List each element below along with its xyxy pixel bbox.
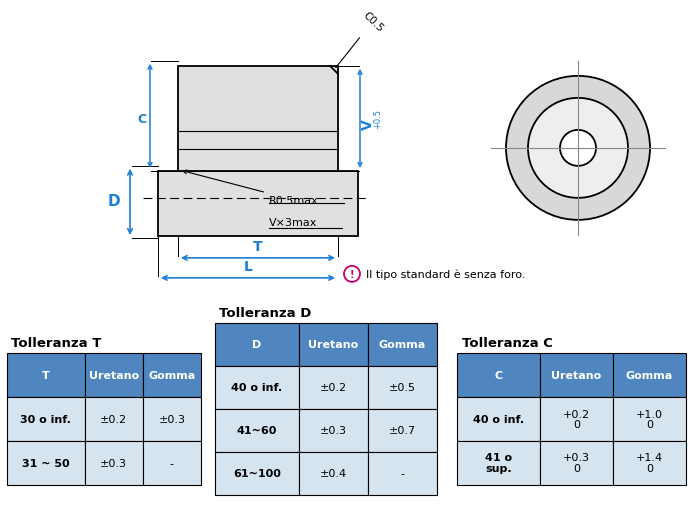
- Bar: [215, 366, 299, 409]
- Bar: [143, 397, 201, 441]
- Bar: [457, 441, 540, 485]
- Bar: [158, 172, 358, 236]
- Bar: [540, 397, 613, 441]
- Bar: [7, 441, 85, 485]
- Bar: [368, 409, 437, 452]
- Text: 41~60: 41~60: [237, 426, 277, 435]
- Text: -: -: [401, 469, 404, 478]
- Bar: [143, 441, 201, 485]
- Text: ±0.2: ±0.2: [100, 414, 128, 424]
- Bar: [7, 354, 85, 397]
- Bar: [613, 397, 686, 441]
- Text: Gomma: Gomma: [626, 370, 673, 380]
- Bar: [215, 452, 299, 495]
- Text: !: !: [350, 269, 354, 279]
- Text: ±0.3: ±0.3: [320, 426, 347, 435]
- Bar: [299, 409, 368, 452]
- Bar: [613, 354, 686, 397]
- Bar: [85, 397, 143, 441]
- Text: 31 ~ 50: 31 ~ 50: [22, 458, 69, 468]
- Text: ±0.3: ±0.3: [159, 414, 185, 424]
- Text: C: C: [495, 370, 502, 380]
- Text: Uretano: Uretano: [308, 340, 358, 349]
- Text: ±0.5: ±0.5: [389, 383, 416, 392]
- Circle shape: [506, 77, 650, 220]
- Text: Uretano: Uretano: [89, 370, 139, 380]
- Text: ±0.7: ±0.7: [389, 426, 416, 435]
- Text: D: D: [252, 340, 261, 349]
- Text: ±0.4: ±0.4: [320, 469, 347, 478]
- Bar: [85, 354, 143, 397]
- Bar: [299, 366, 368, 409]
- Bar: [299, 452, 368, 495]
- Bar: [215, 409, 299, 452]
- Text: +0.2
0: +0.2 0: [563, 409, 590, 430]
- Text: R0.5max: R0.5max: [183, 171, 319, 206]
- Text: V: V: [361, 119, 375, 129]
- Text: 61~100: 61~100: [233, 469, 281, 478]
- Text: C0.5: C0.5: [335, 10, 385, 69]
- Bar: [368, 323, 437, 366]
- Text: -: -: [170, 458, 174, 468]
- Text: Tolleranza D: Tolleranza D: [219, 306, 312, 319]
- Text: Uretano: Uretano: [551, 370, 602, 380]
- Text: D: D: [107, 193, 121, 209]
- Text: Tolleranza T: Tolleranza T: [11, 336, 101, 349]
- Text: T: T: [42, 370, 50, 380]
- Text: 41 o
sup.: 41 o sup.: [485, 452, 512, 473]
- Text: +0.3
0: +0.3 0: [563, 452, 590, 473]
- Text: T: T: [253, 239, 263, 254]
- Text: +1.0
0: +1.0 0: [636, 409, 663, 430]
- Text: +0.5: +0.5: [374, 109, 383, 129]
- Bar: [540, 354, 613, 397]
- Text: Il tipo standard è senza foro.: Il tipo standard è senza foro.: [366, 269, 525, 280]
- Text: 30 o inf.: 30 o inf.: [20, 414, 71, 424]
- Bar: [215, 323, 299, 366]
- Bar: [613, 441, 686, 485]
- Bar: [178, 67, 338, 172]
- Bar: [457, 397, 540, 441]
- Text: C: C: [137, 113, 146, 126]
- Bar: [457, 354, 540, 397]
- Circle shape: [560, 131, 596, 167]
- Bar: [368, 452, 437, 495]
- Text: Gomma: Gomma: [148, 370, 195, 380]
- Bar: [368, 366, 437, 409]
- Bar: [7, 397, 85, 441]
- Text: Tolleranza C: Tolleranza C: [462, 336, 553, 349]
- Text: ±0.3: ±0.3: [100, 458, 127, 468]
- Text: L: L: [243, 260, 252, 273]
- Bar: [143, 354, 201, 397]
- Text: 40 o inf.: 40 o inf.: [231, 383, 283, 392]
- Circle shape: [528, 98, 628, 198]
- Bar: [540, 441, 613, 485]
- Bar: [85, 441, 143, 485]
- Text: V×3max: V×3max: [269, 218, 317, 227]
- Text: ±0.2: ±0.2: [320, 383, 347, 392]
- Text: 40 o inf.: 40 o inf.: [473, 414, 524, 424]
- Text: Gomma: Gomma: [378, 340, 426, 349]
- Bar: [299, 323, 368, 366]
- Text: +1.4
0: +1.4 0: [636, 452, 663, 473]
